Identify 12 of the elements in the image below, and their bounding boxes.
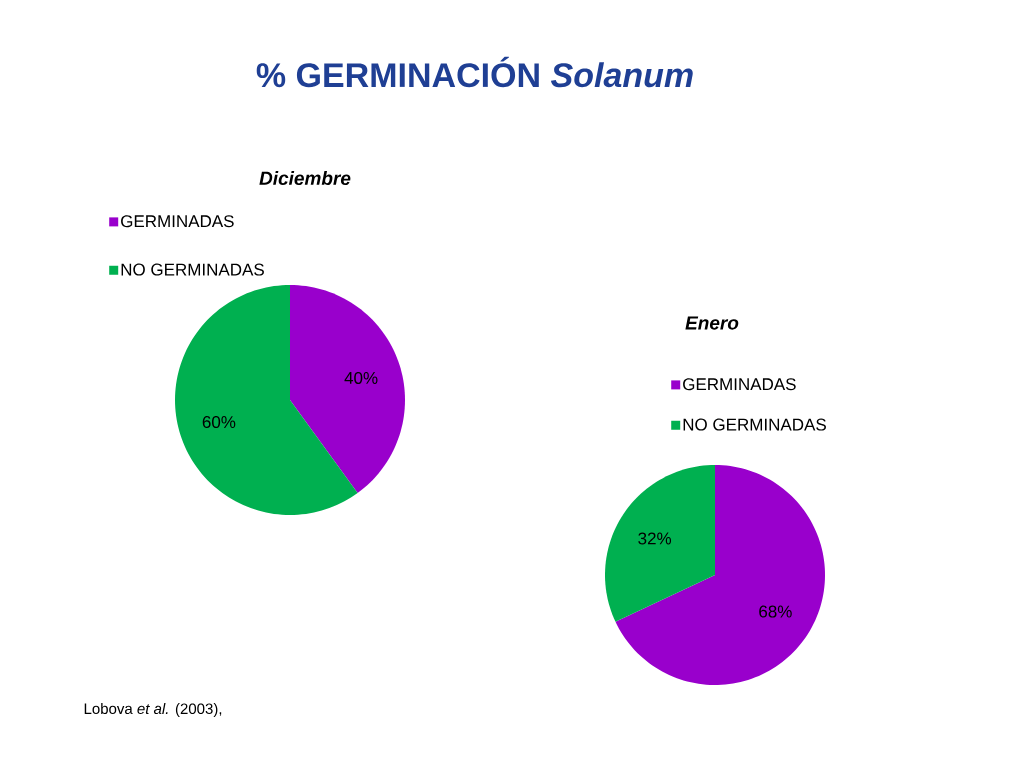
text: Lobova et al. (2003), [84,703,222,717]
legend-label: GERMINADAS [683,378,796,391]
chart-title: Diciembre [259,171,351,185]
legend-label: NO GERMINADAS [683,418,826,431]
text: % GERMINACIÓN Solanum [256,56,693,88]
data-label: 40% [344,371,378,384]
legend-label: NO GERMINADAS [121,263,264,276]
data-label: 60% [202,416,236,429]
chart-title: Enero [685,316,739,330]
legend-label: GERMINADAS [121,215,234,228]
data-label: 68% [759,605,792,618]
data-label: 32% [638,532,672,545]
